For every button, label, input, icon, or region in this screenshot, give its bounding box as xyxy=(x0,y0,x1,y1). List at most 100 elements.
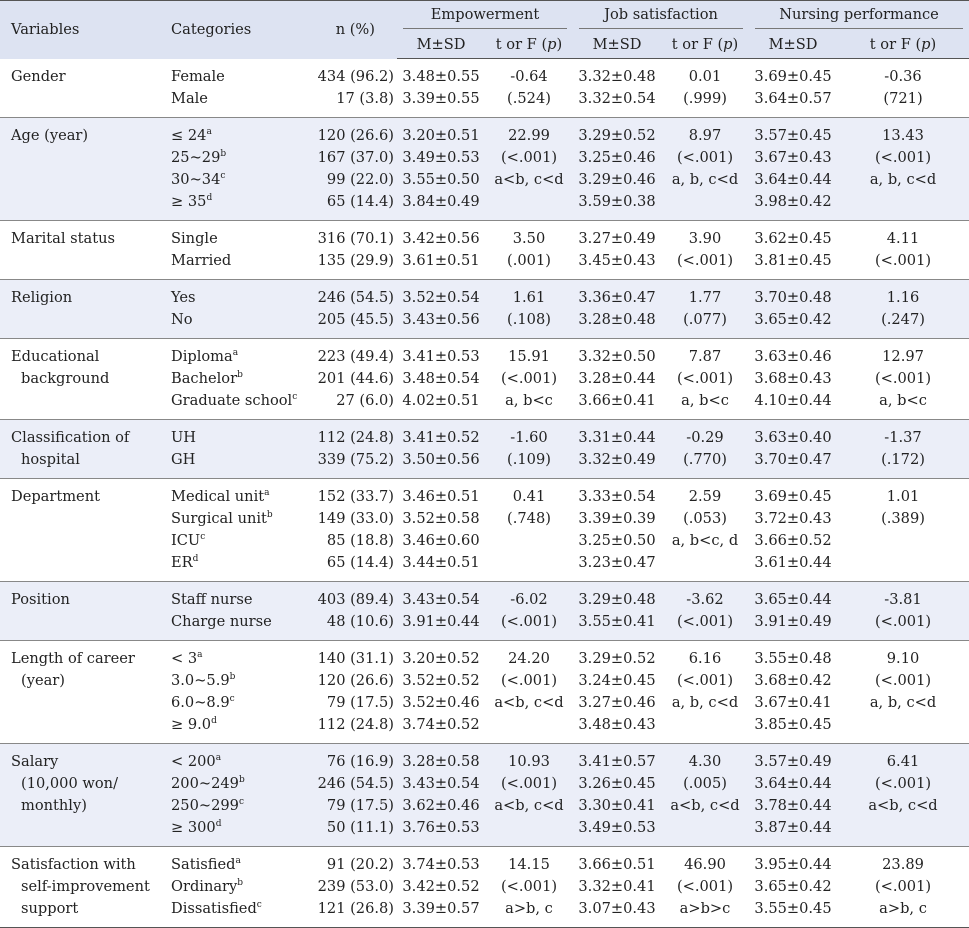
n-percent-cell: 246 (54.5) xyxy=(317,289,394,306)
empowerment-msd-cell: 3.43±0.54 xyxy=(402,775,480,792)
variable-group: Religion Yes 246 (54.5) 3.52±0.54 1.61 3.36±0… xyxy=(0,279,969,339)
variable-label: background xyxy=(21,370,110,387)
nursing-performance-test-cell: (.172) xyxy=(881,451,925,468)
table-row: (10,000 won/200~249b 246 (54.5) 3.43±0.54 (… xyxy=(0,773,969,795)
job-satisfaction-test-cell: a, b, c<d xyxy=(671,694,739,711)
empowerment-msd-cell: 3.76±0.53 xyxy=(402,819,480,836)
table-row: ≥ 35d 65 (14.4) 3.84±0.49 3.59±0.38 3.98±0.4… xyxy=(0,191,969,213)
job-satisfaction-test-cell: 4.30 xyxy=(688,753,722,770)
category-label: ERd xyxy=(171,554,199,571)
variable-group: Marital status Single 316 (70.1) 3.42±0.56 3… xyxy=(0,221,969,280)
empowerment-msd-cell: 3.52±0.58 xyxy=(402,510,480,527)
nursing-performance-msd-cell: 3.98±0.42 xyxy=(754,193,832,210)
group-superscript: b xyxy=(266,510,273,520)
category-label: 25~29b xyxy=(171,149,227,166)
variable-group: Position Staff nurse 403 (89.4) 3.43±0.54 -6… xyxy=(0,581,969,641)
n-percent-cell: 99 (22.0) xyxy=(326,171,394,188)
job-satisfaction-msd-cell: 3.32±0.48 xyxy=(578,68,656,85)
group-superscript: c xyxy=(200,532,206,542)
job-satisfaction-msd-cell: 3.25±0.46 xyxy=(578,149,656,166)
variable-label xyxy=(0,309,162,331)
nursing-performance-test-cell: (<.001) xyxy=(874,775,932,792)
header-variables: Variables xyxy=(0,0,162,59)
job-satisfaction-msd-cell: 3.26±0.45 xyxy=(578,775,656,792)
job-satisfaction-test-cell: (<.001) xyxy=(676,149,734,166)
nursing-performance-test-cell: 1.16 xyxy=(886,289,920,306)
variable-group: Gender Female 434 (96.2) 3.48±0.55 -0.64 3.32… xyxy=(0,59,969,118)
category-label: Married xyxy=(171,252,232,269)
table-row: Married 135 (29.9) 3.61±0.51 (.001) 3.45±0.4… xyxy=(0,250,969,272)
nursing-performance-msd-cell: 3.70±0.47 xyxy=(754,451,832,468)
n-percent-cell: 50 (11.1) xyxy=(326,819,394,836)
table-row: Graduate schoolc 27 (6.0) 4.02±0.51 a, b<c 3… xyxy=(0,390,969,412)
nursing-performance-msd-cell: 3.85±0.45 xyxy=(754,716,832,733)
job-satisfaction-msd-cell: 3.29±0.52 xyxy=(578,127,656,144)
table-row: Educational Diplomaa 223 (49.4) 3.41±0.53 15… xyxy=(0,346,969,368)
n-percent-cell: 76 (16.9) xyxy=(326,753,394,770)
category-label: 250~299c xyxy=(171,797,244,814)
category-label: < 3a xyxy=(171,650,203,667)
job-satisfaction-msd-cell: 3.31±0.44 xyxy=(578,429,656,446)
nursing-performance-msd-cell: 3.55±0.48 xyxy=(754,650,832,667)
variable-label: support xyxy=(21,900,79,917)
nursing-performance-test-cell: 4.11 xyxy=(886,230,920,247)
variable-label: Age (year) xyxy=(11,127,89,144)
empowerment-msd-cell: 3.48±0.55 xyxy=(402,68,480,85)
n-percent-cell: 79 (17.5) xyxy=(326,694,394,711)
job-satisfaction-test-cell: a, b<c, d xyxy=(671,532,739,549)
table-row: ERd 65 (14.4) 3.44±0.51 3.23±0.47 3.61±0.44 xyxy=(0,552,969,574)
variable-label: Salary xyxy=(11,753,59,770)
n-percent-cell: 65 (14.4) xyxy=(326,554,394,571)
header-n-percent: n (%) xyxy=(302,0,397,59)
header-job-satisfaction: Job satisfaction xyxy=(573,0,750,30)
job-satisfaction-msd-cell: 3.39±0.39 xyxy=(578,510,656,527)
job-satisfaction-msd-cell: 3.28±0.48 xyxy=(578,311,656,328)
empowerment-msd-cell: 3.28±0.58 xyxy=(402,753,480,770)
job-satisfaction-test-cell: 1.77 xyxy=(688,289,722,306)
nursing-performance-msd-cell: 3.72±0.43 xyxy=(754,510,832,527)
empowerment-msd-cell: 3.61±0.51 xyxy=(402,252,480,269)
nursing-performance-test-cell xyxy=(837,714,969,736)
nursing-performance-msd-cell: 3.78±0.44 xyxy=(754,797,832,814)
job-satisfaction-msd-cell: 3.32±0.54 xyxy=(578,90,656,107)
category-label: ICUc xyxy=(171,532,206,549)
group-superscript: b xyxy=(220,149,227,159)
nursing-performance-msd-cell: 3.68±0.42 xyxy=(754,672,832,689)
table-row: Charge nurse 48 (10.6) 3.91±0.44 (<.001) 3.5… xyxy=(0,611,969,633)
category-label: Bachelorb xyxy=(171,370,243,387)
job-satisfaction-msd-cell: 3.32±0.41 xyxy=(578,878,656,895)
job-satisfaction-test-cell: (<.001) xyxy=(676,672,734,689)
variable-label: Educational xyxy=(11,348,100,365)
variable-label xyxy=(0,508,162,530)
n-percent-cell: 91 (20.2) xyxy=(326,856,394,873)
n-percent-cell: 65 (14.4) xyxy=(326,193,394,210)
empowerment-msd-cell: 3.52±0.54 xyxy=(402,289,480,306)
table-row: ≥ 9.0d 112 (24.8) 3.74±0.52 3.48±0.43 3.85±0… xyxy=(0,714,969,736)
category-label: ≥ 35d xyxy=(171,193,213,210)
nursing-performance-msd-cell: 3.55±0.45 xyxy=(754,900,832,917)
empowerment-msd-cell: 3.39±0.55 xyxy=(402,90,480,107)
group-superscript: b xyxy=(238,775,245,785)
empowerment-msd-cell: 3.84±0.49 xyxy=(402,193,480,210)
job-satisfaction-test-cell: (.999) xyxy=(683,90,727,107)
category-label: Dissatisfiedc xyxy=(171,900,262,917)
variable-label: Position xyxy=(11,591,70,608)
group-superscript: d xyxy=(206,193,213,203)
group-superscript: c xyxy=(238,797,244,807)
variable-group: Length of career < 3a 140 (31.1) 3.20±0.52 2… xyxy=(0,641,969,744)
empowerment-msd-cell: 3.41±0.53 xyxy=(402,348,480,365)
empowerment-test-cell: 24.20 xyxy=(508,650,550,667)
job-satisfaction-test-cell: a, b, c<d xyxy=(671,171,739,188)
group-superscript: a xyxy=(206,127,212,137)
category-label: Surgical unitb xyxy=(171,510,273,527)
category-label: 200~249b xyxy=(171,775,245,792)
nursing-performance-test-cell: 23.89 xyxy=(882,856,924,873)
empowerment-msd-cell: 3.74±0.53 xyxy=(402,856,480,873)
n-percent-cell: 48 (10.6) xyxy=(326,613,394,630)
nursing-performance-msd-cell: 3.67±0.41 xyxy=(754,694,832,711)
header-test: t or F (p) xyxy=(485,30,573,59)
header-categories: Categories xyxy=(162,0,302,59)
nursing-performance-test-cell: 6.41 xyxy=(886,753,920,770)
empowerment-msd-cell: 3.74±0.52 xyxy=(402,716,480,733)
